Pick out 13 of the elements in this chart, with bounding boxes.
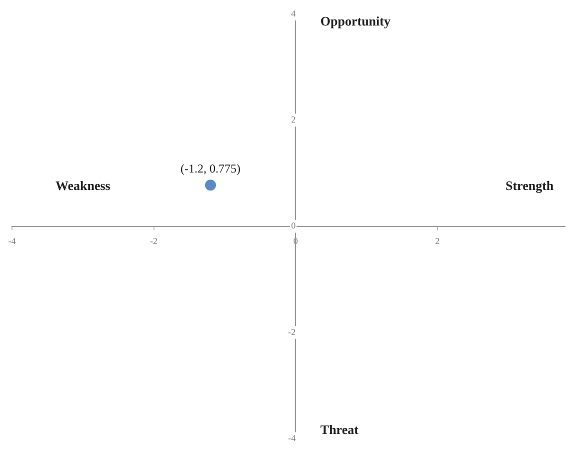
x-tick-label: 2 [435, 236, 440, 246]
annotation: Weakness [55, 178, 110, 193]
annotation: Opportunity [320, 13, 391, 28]
y-tick-label: 0 [291, 220, 296, 231]
annotation: Threat [320, 422, 360, 437]
y-tick-label: -4 [288, 432, 296, 443]
x-tick-label: -2 [150, 236, 158, 246]
data-label: (-1.2, 0.775) [180, 161, 241, 176]
y-tick-label: -2 [288, 326, 296, 337]
annotation: Strength [505, 178, 554, 193]
y-tick-label: 2 [291, 114, 296, 125]
y-tick-label: 4 [291, 8, 296, 18]
x-tick-label: -4 [8, 236, 16, 246]
